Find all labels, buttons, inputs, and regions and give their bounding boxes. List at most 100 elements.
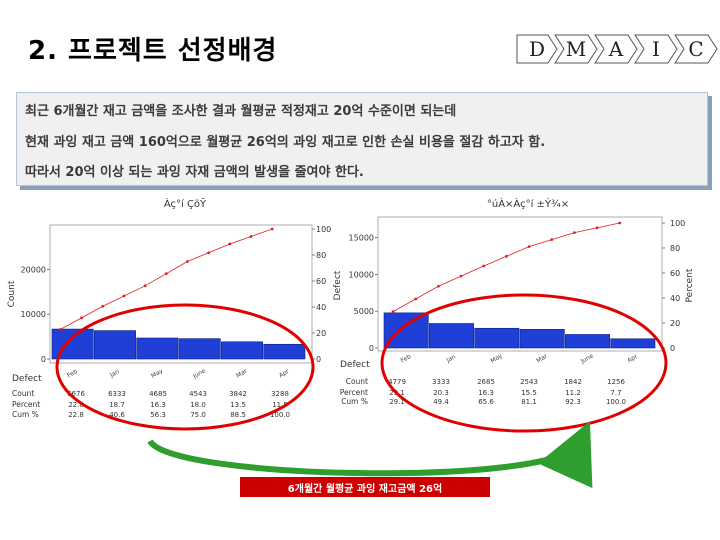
y-tick-label: 20000: [21, 265, 46, 274]
cumulative-point: [249, 235, 253, 238]
cumulative-point: [573, 231, 576, 235]
table-cell: 3842: [229, 390, 247, 398]
dmaic-label-i: I: [652, 37, 660, 61]
bar: [94, 330, 136, 360]
table-cell: 2685: [477, 378, 495, 386]
y-right-tick-label: 40: [670, 294, 680, 303]
table-cell: 65.6: [478, 398, 494, 406]
cumulative-point: [270, 227, 274, 231]
y-right-axis-label: Percent: [685, 268, 695, 302]
cumulative-point: [437, 284, 440, 288]
table-cell: 4543: [189, 390, 207, 398]
table-row-label-defect: Defect: [340, 360, 370, 370]
cumulative-point: [459, 274, 463, 278]
y-right-tick-label: 80: [670, 244, 680, 253]
bar: [136, 337, 179, 360]
category-label: May: [150, 367, 165, 379]
table-cell: 75.0: [190, 411, 206, 419]
chart-inventory-status: Àç°í ÇöȲ 0 10000 20000 0 20 40 60 80 100 Count Feb J…: [7, 197, 331, 419]
summary-line-3: 따라서 20억 이상 되는 과잉 자재 금액의 발생을 줄여야 한다.: [25, 165, 364, 180]
slide-title: 2. 프로젝트 선정배경: [28, 36, 278, 66]
y-tick-label: 10000: [349, 270, 374, 279]
bar: [221, 341, 263, 360]
table-row-label: Cum %: [12, 410, 39, 419]
highlight-ellipse-left: [55, 303, 315, 431]
bar: [429, 323, 474, 349]
cumulative-point: [595, 226, 599, 230]
dmaic-step-m: M: [554, 34, 598, 64]
table-cell: 11.2: [565, 389, 581, 397]
table-cell: 3333: [432, 378, 450, 386]
bar: [263, 343, 306, 360]
table-cell: 81.1: [521, 398, 537, 406]
chart-excess-inventory-amount: °úÀ×Àç°í ±Ý¾× 0 5000 10000 15000 0 20 40 60 80 100…: [333, 197, 695, 406]
cumulative-point: [527, 245, 531, 249]
table-cell: 6676: [67, 390, 85, 398]
table-cell: 13.5: [230, 401, 246, 409]
cumulative-point: [101, 304, 105, 308]
y-axis-label: Count: [7, 280, 17, 307]
y-right-tick-label: 80: [316, 251, 326, 260]
y-right-tick-label: 0: [670, 344, 675, 353]
cumulative-point: [186, 260, 189, 263]
table-cell: 29.1: [389, 398, 405, 406]
table-cell: 1256: [607, 378, 625, 386]
dmaic-label-d: D: [528, 37, 546, 61]
table-cell: 16.3: [150, 401, 166, 409]
transition-arrow: [147, 421, 593, 489]
table-cell: 88.5: [230, 411, 246, 419]
dmaic-step-d: D: [516, 34, 558, 64]
cumulative-point: [391, 310, 395, 314]
cumulative-point: [505, 254, 508, 258]
category-label: Feb: [66, 368, 79, 379]
cumulative-point: [143, 284, 147, 288]
y-right-tick-label: 60: [670, 269, 680, 278]
category-label: Jan: [108, 368, 121, 379]
table-cell: 1842: [564, 378, 582, 386]
dmaic-label-c: C: [688, 37, 704, 61]
table-cell: 100.0: [270, 411, 290, 419]
annotation-overlay: [55, 293, 668, 489]
y-right-tick-label: 60: [316, 277, 326, 286]
y-right-tick-label: 40: [316, 303, 326, 312]
summary-textbox: 최근 6개월간 재고 금액을 조사한 결과 월평균 적정재고 20억 수준이면 …: [16, 92, 708, 186]
cumulative-point: [59, 327, 62, 331]
category-label: June: [579, 352, 595, 365]
table-cell: 3288: [271, 390, 289, 398]
bar: [519, 329, 565, 349]
y-right-tick-label: 100: [316, 225, 331, 234]
table-cell: 4685: [149, 390, 167, 398]
table-cell: 92.3: [565, 398, 581, 406]
cumulative-point: [618, 221, 622, 225]
bar: [610, 338, 656, 349]
table-cell: 2543: [520, 378, 538, 386]
dmaic-step-c: C: [674, 34, 718, 64]
table-cell: 40.6: [109, 411, 125, 419]
y-right-tick-label: 20: [316, 329, 326, 338]
dmaic-step-i: I: [634, 34, 678, 64]
category-label: May: [489, 352, 504, 364]
table-cell: 11.5: [272, 401, 288, 409]
cumulative-point: [207, 251, 211, 255]
cumulative-point: [414, 297, 418, 301]
table-cell: 6333: [108, 390, 126, 398]
y-axis-label: Defect: [333, 270, 343, 300]
table-row-label: Percent: [12, 400, 40, 409]
table-cell: 18.7: [109, 401, 125, 409]
category-label: Apr: [278, 368, 291, 380]
table-cell: 100.0: [606, 398, 626, 406]
table-cell: 56.3: [150, 411, 166, 419]
y-right-tick-label: 20: [670, 319, 680, 328]
table-cell: 16.3: [478, 389, 494, 397]
table-row-label-defect: Defect: [12, 374, 42, 384]
cumulative-point: [122, 294, 126, 298]
dmaic-label-m: M: [565, 37, 587, 61]
category-label: June: [191, 367, 207, 380]
table-cell: 15.5: [521, 389, 537, 397]
table-cell: 22.8: [68, 401, 84, 409]
y-tick-label: 0: [369, 344, 374, 353]
highlight-ellipse-right: [380, 293, 668, 433]
cumulative-point: [228, 242, 232, 246]
category-label: Jan: [445, 353, 458, 364]
